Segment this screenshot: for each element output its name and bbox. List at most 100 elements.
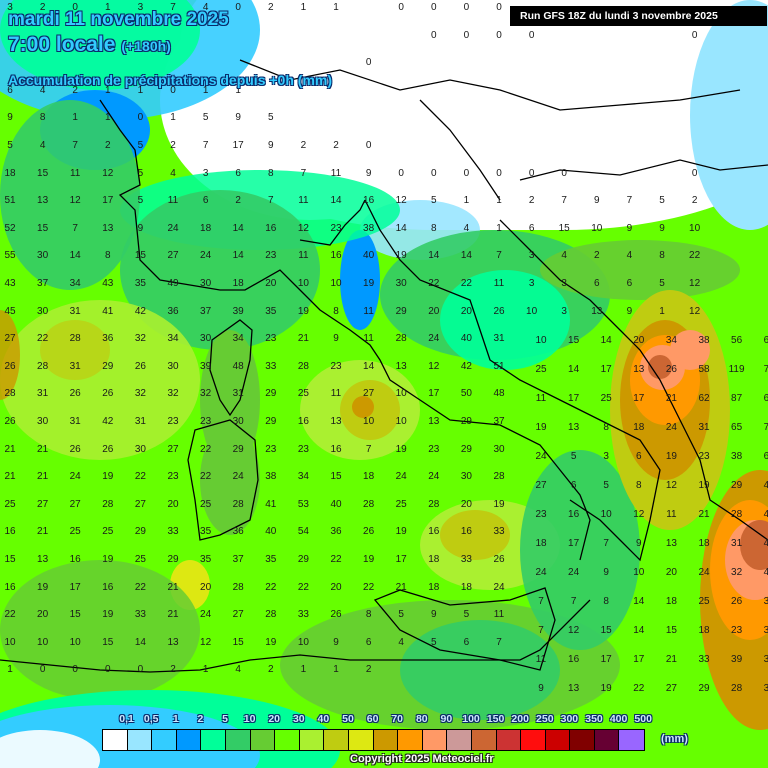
grid-value: 8 <box>431 222 437 234</box>
grid-value: 16 <box>297 416 309 427</box>
grid-value: 26 <box>69 443 81 455</box>
grid-value: 1 <box>105 112 111 124</box>
legend-label: 60 <box>366 713 379 725</box>
grid-value: 0 <box>691 29 698 41</box>
grid-value: 45 <box>4 305 16 317</box>
grid-value: 17 <box>395 554 407 565</box>
grid-value: 19 <box>102 609 114 621</box>
legend-label: 1 <box>172 713 179 725</box>
grid-value: 1 <box>496 195 502 207</box>
grid-value: 0 <box>463 167 470 179</box>
grid-value: 10 <box>297 636 309 648</box>
grid-value: 32 <box>731 567 743 578</box>
grid-value: 18 <box>460 581 472 593</box>
grid-value: 10 <box>395 388 407 400</box>
grid-value: 19 <box>395 250 407 262</box>
grid-value: 7 <box>570 596 577 607</box>
grid-value: 25 <box>200 498 212 510</box>
grid-value: 15 <box>134 250 146 262</box>
grid-value: 35 <box>200 554 212 565</box>
legend-label: 0,5 <box>143 713 159 725</box>
grid-value: 25 <box>600 393 612 404</box>
legend-labels: 0,1 0,5 1 2 5 10 20 30 40 50 60 70 80 90 100 150 200 250 3… <box>0 713 768 727</box>
grid-value: 18 <box>633 422 645 433</box>
grid-value: 29 <box>460 443 472 455</box>
grid-value: 24 <box>69 471 81 483</box>
grid-value: 4 <box>39 140 46 151</box>
grid-value: 8 <box>105 250 111 262</box>
grid-value: 27 <box>167 250 179 262</box>
lead-time: (+180h) <box>121 38 171 54</box>
grid-value: 6 <box>594 278 600 289</box>
grid-value: 20 <box>167 498 179 510</box>
grid-value: 18 <box>428 554 440 565</box>
grid-value: 22 <box>200 471 212 483</box>
grid-value: 30 <box>167 360 179 372</box>
grid-value: 25 <box>395 498 407 510</box>
grid-value: 19 <box>600 683 612 694</box>
grid-value: 12 <box>395 195 407 207</box>
grid-value: 31 <box>698 422 710 433</box>
legend-label: 10 <box>243 713 256 725</box>
grid-value: 65 <box>731 422 743 433</box>
grid-value: 22 <box>200 443 212 455</box>
grid-value: 38 <box>698 335 710 346</box>
grid-value: 8 <box>603 422 609 433</box>
grid-value: 9 <box>636 538 642 549</box>
grid-value: 13 <box>102 222 114 234</box>
grid-value: 14 <box>232 222 244 234</box>
grid-value: 13 <box>568 422 580 433</box>
grid-value: 14 <box>428 250 440 262</box>
grid-value: 4 <box>235 664 241 676</box>
legend-label: 150 <box>486 713 505 725</box>
grid-value: 24 <box>535 451 547 462</box>
grid-value: 2 <box>365 664 372 676</box>
grid-value: 0 <box>691 167 698 179</box>
grid-value: 0 <box>431 167 437 179</box>
grid-value: 2 <box>594 250 600 262</box>
color-legend <box>102 729 646 751</box>
grid-value: 0 <box>105 664 111 676</box>
grid-value: 5 <box>463 609 470 621</box>
grid-value: 22 <box>265 581 277 593</box>
grid-value: 15 <box>69 609 81 621</box>
grid-value: 7 <box>170 2 176 13</box>
legend-swatch <box>471 730 497 750</box>
grid-value: 19 <box>395 526 407 538</box>
grid-value: 37 <box>232 554 244 565</box>
grid-value: 22 <box>134 471 146 483</box>
grid-value: 119 <box>728 364 745 375</box>
grid-value: 3 <box>7 2 13 13</box>
grid-value: 11 <box>69 167 81 179</box>
grid-value: 17 <box>633 393 645 404</box>
grid-value: 2 <box>268 664 274 676</box>
grid-value: 14 <box>134 636 146 648</box>
grid-value: 24 <box>167 222 179 234</box>
grid-value: 28 <box>731 509 743 520</box>
grid-value: 0 <box>235 2 241 13</box>
grid-value: 25 <box>69 526 81 538</box>
grid-value: 33 <box>167 526 179 538</box>
grid-value: 13 <box>167 636 179 648</box>
grid-value: 14 <box>460 250 472 262</box>
grid-value: 33 <box>698 654 710 665</box>
grid-value: 28 <box>232 498 244 510</box>
grid-value: 28 <box>232 581 244 593</box>
grid-value: 28 <box>4 388 16 400</box>
grid-value: 23 <box>265 250 277 262</box>
grid-value: 1 <box>333 664 339 676</box>
grid-value: 2 <box>300 140 307 151</box>
grid-value: 0 <box>561 167 567 179</box>
grid-value: 29 <box>395 305 407 317</box>
grid-value: 14 <box>633 625 645 636</box>
grid-value: 22 <box>330 554 342 565</box>
grid-value: 1 <box>202 84 209 96</box>
grid-value: 3 <box>561 305 567 317</box>
grid-value: 16 <box>330 443 342 455</box>
grid-value: 2 <box>235 195 241 207</box>
grid-value: 7 <box>300 167 307 179</box>
grid-value: 9 <box>626 222 633 234</box>
grid-value: 2 <box>39 2 46 13</box>
grid-value: 22 <box>297 581 309 593</box>
